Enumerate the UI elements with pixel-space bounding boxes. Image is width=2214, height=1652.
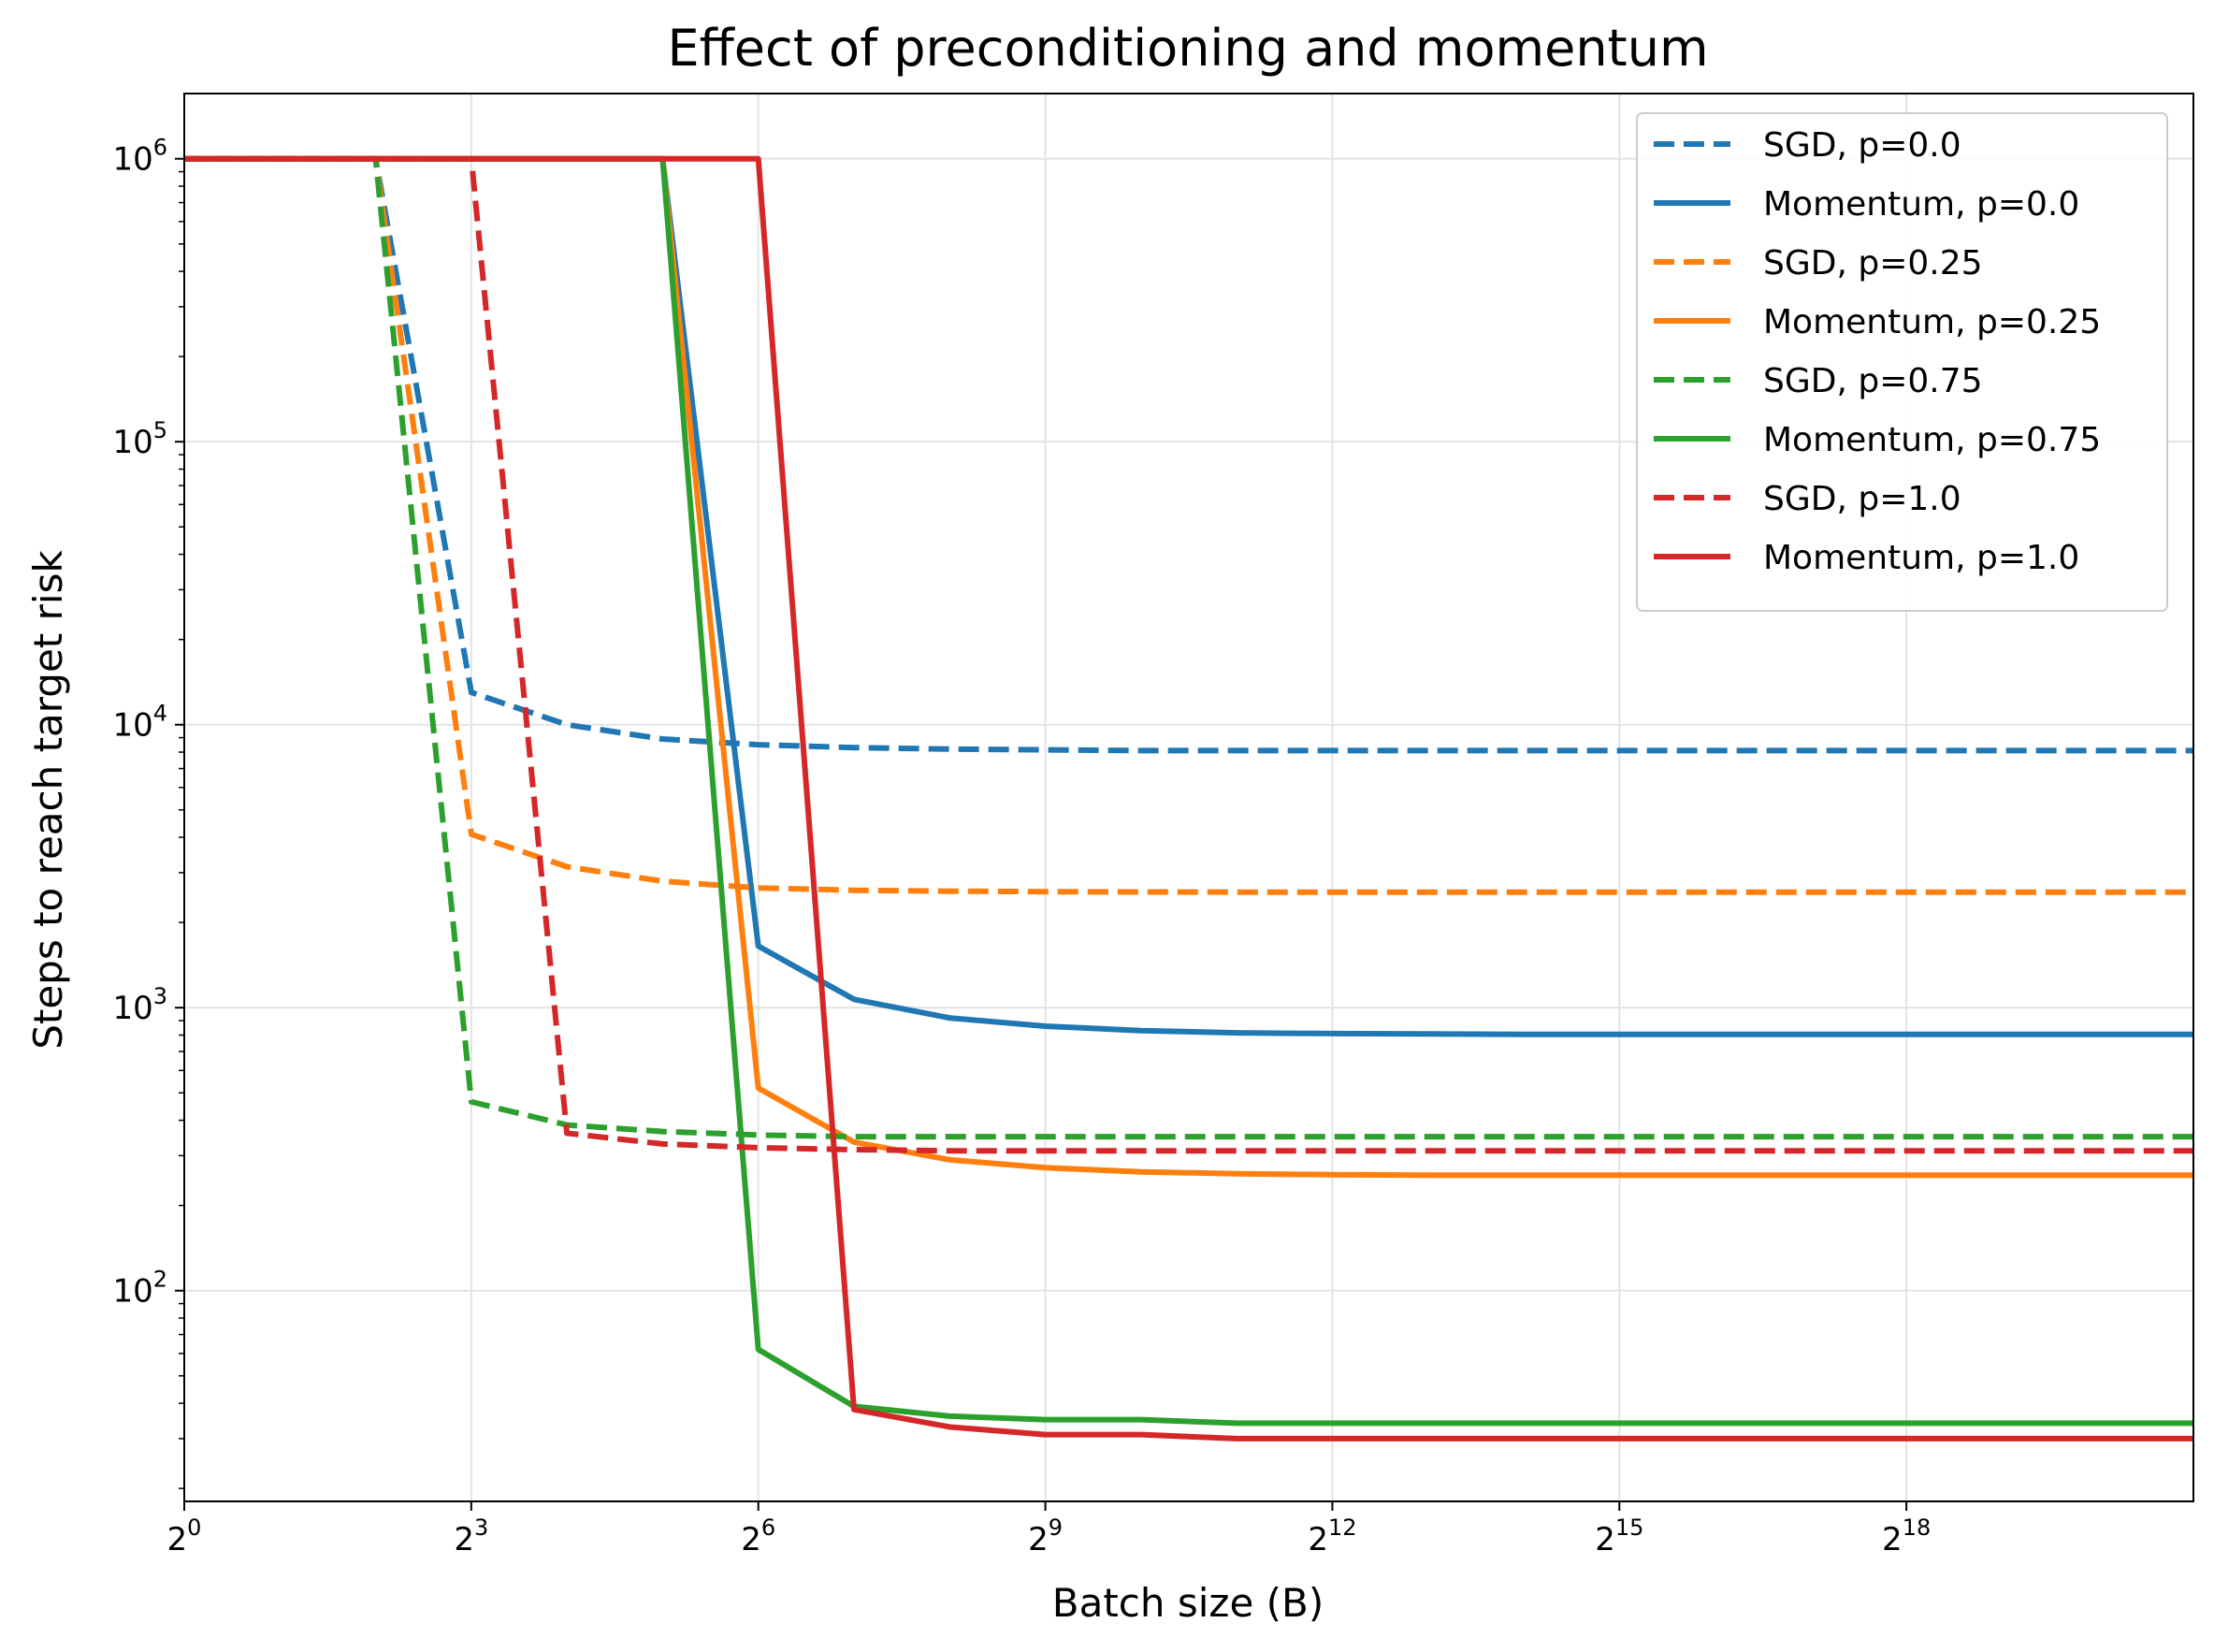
axis-ticks: 20 23 26 29 212 215 218 102 103 104 105 106 [112,135,1931,1558]
legend-label: Momentum, p=0.0 [1763,185,2079,224]
y-tick-label: 103 [112,983,167,1027]
plot-series [184,155,2193,1442]
series-line-8 [184,155,2193,1442]
legend-label: SGD, p=0.75 [1763,362,1983,400]
series-line-3 [184,155,2193,895]
y-axis-label: Steps to reach target risk [25,550,71,1050]
legend-label: Momentum, p=0.75 [1763,421,2101,459]
x-tick-label: 212 [1308,1514,1356,1558]
y-tick-label: 104 [112,701,167,745]
x-tick-label: 26 [741,1514,775,1558]
series-line-5 [184,155,2193,1140]
legend-label: Momentum, p=0.25 [1763,303,2101,341]
y-tick-label: 102 [112,1267,167,1311]
legend-box [1636,112,2168,612]
legend-label: SGD, p=1.0 [1763,480,1961,518]
y-tick-label: 106 [112,135,167,179]
plot-frame [183,93,2194,1502]
x-tick-label: 215 [1595,1514,1643,1558]
y-tick-label: 105 [112,417,167,461]
series-line-1 [184,155,2193,754]
legend-label: Momentum, p=1.0 [1763,539,2079,577]
x-tick-label: 23 [454,1514,488,1558]
legend: SGD, p=0.0 Momentum, p=0.0 SGD, p=0.25 Mome… [1636,112,2168,612]
x-tick-label: 20 [167,1514,202,1558]
chart-title: Effect of preconditioning and momentum [667,19,1708,78]
legend-label: SGD, p=0.25 [1763,244,1983,283]
legend-label: SGD, p=0.0 [1763,126,1961,165]
x-axis-label: Batch size (B) [1052,1580,1324,1626]
x-tick-label: 218 [1882,1514,1931,1558]
x-tick-label: 29 [1028,1514,1063,1558]
series-line-7 [184,155,2193,1154]
